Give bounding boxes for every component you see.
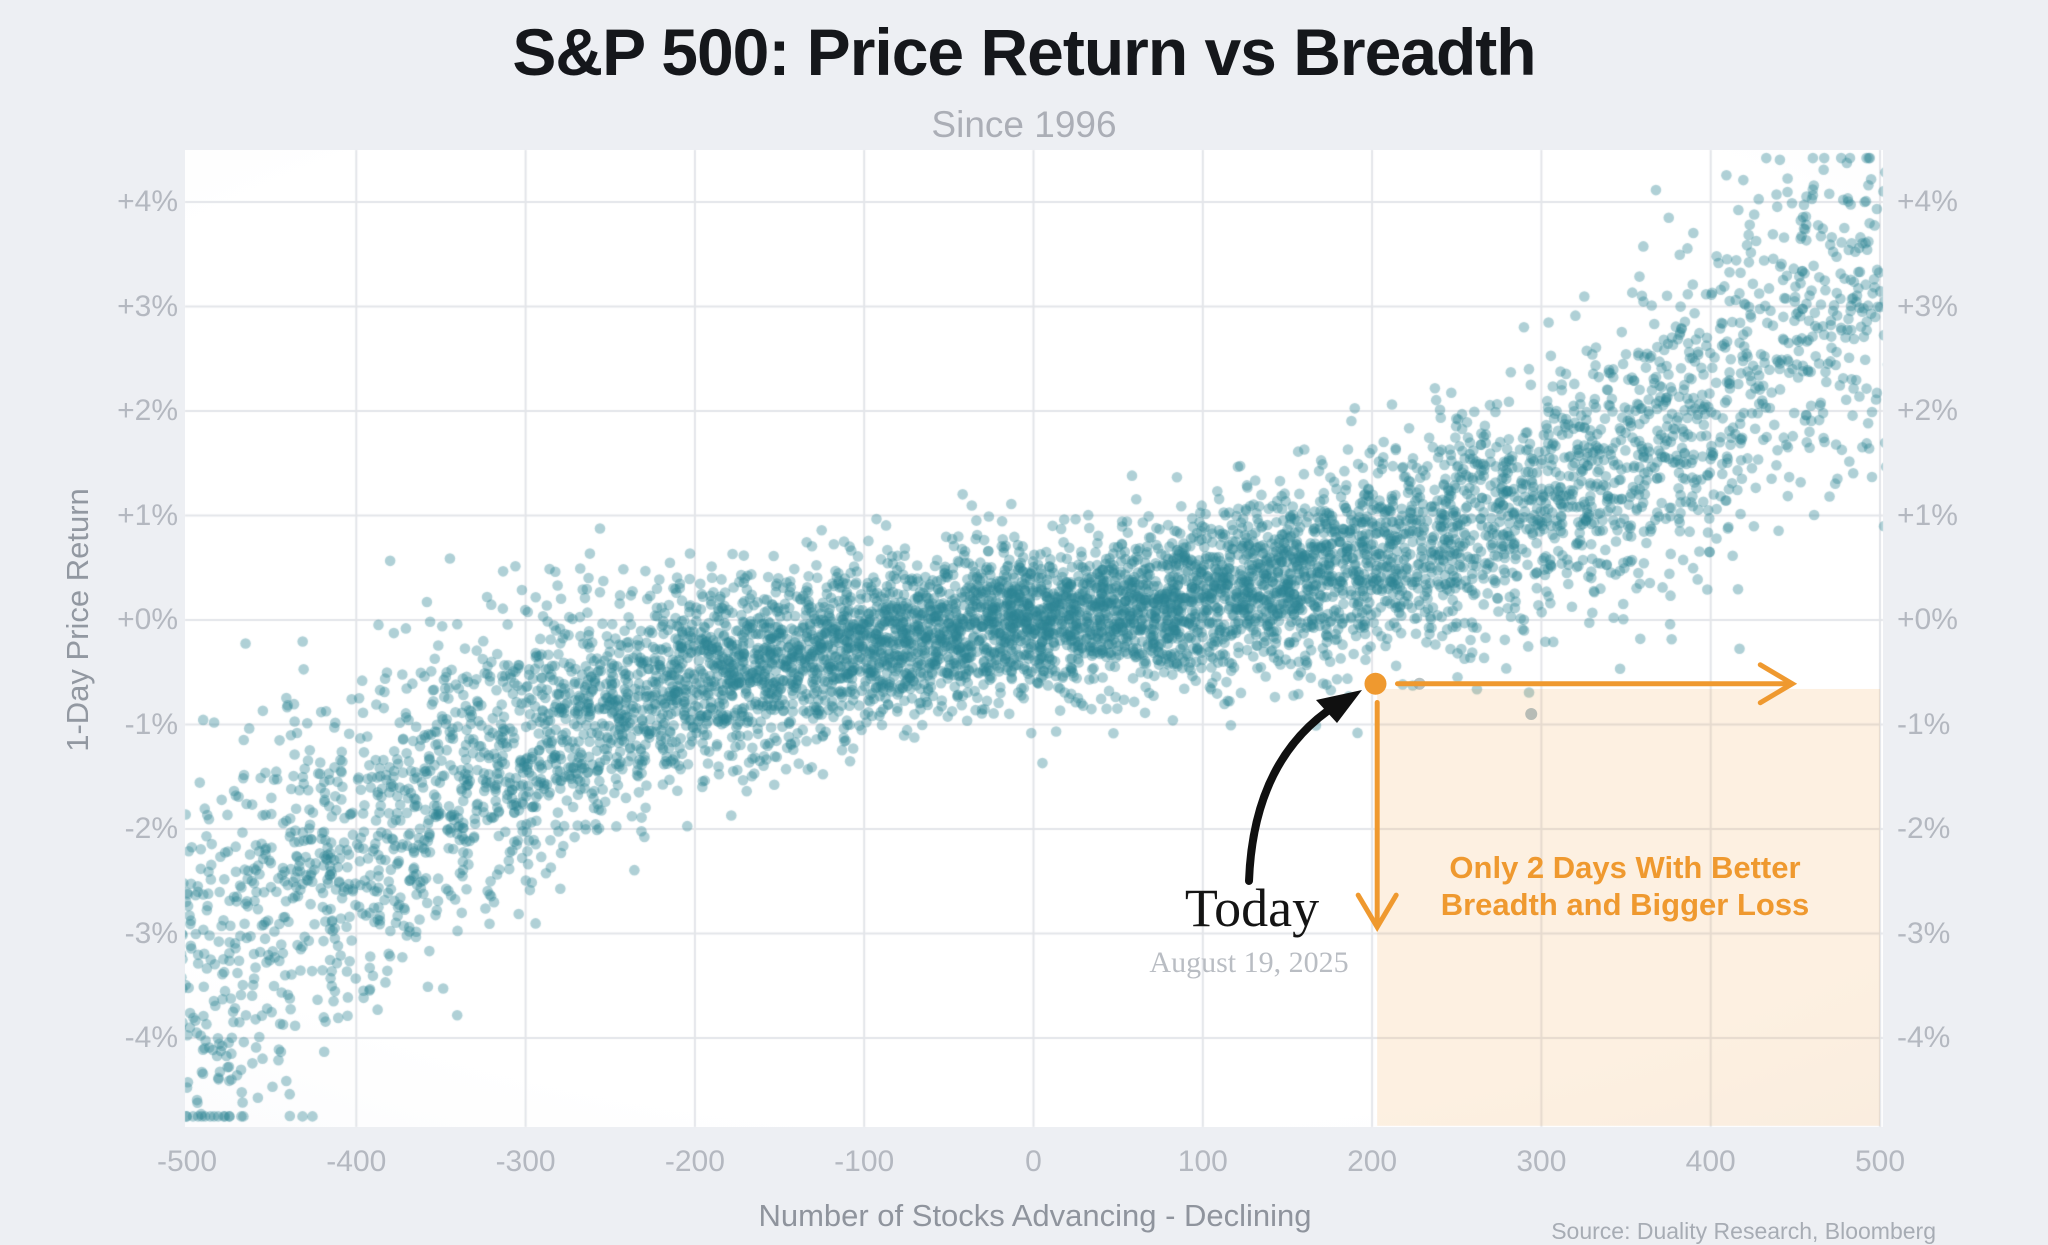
chart-subtitle: Since 1996 — [931, 104, 1117, 145]
y-tick-label-left: -4% — [124, 1021, 178, 1054]
x-tick-label: -300 — [495, 1145, 556, 1178]
y-tick-label-left: +4% — [117, 185, 178, 218]
y-tick-label-left: +1% — [117, 498, 178, 532]
y-tick-label-right: -4% — [1897, 1021, 1951, 1054]
y-axis-title: 1-Day Price Return — [60, 488, 95, 752]
today-point — [1364, 672, 1387, 695]
chart-title: S&P 500: Price Return vs Breadth — [512, 15, 1536, 89]
y-tick-label-right: +4% — [1897, 185, 1958, 218]
y-tick-label-left: -3% — [124, 916, 178, 950]
x-tick-label: 0 — [1025, 1145, 1042, 1178]
right-arrow — [1394, 662, 1798, 706]
x-tick-label: 300 — [1516, 1145, 1567, 1178]
x-tick-label: -200 — [664, 1145, 725, 1178]
y-tick-label-left: -2% — [124, 812, 178, 845]
callout-line-1: Only 2 Days With Better — [1449, 850, 1801, 885]
x-tick-label: -400 — [326, 1145, 387, 1178]
highlight-region — [1377, 688, 1880, 1126]
y-tick-label-right: +0% — [1897, 603, 1958, 636]
y-tick-label-left: +3% — [117, 289, 178, 323]
callout-line-2: Breadth and Bigger Loss — [1440, 887, 1810, 922]
x-axis-title: Number of Stocks Advancing - Declining — [758, 1198, 1312, 1233]
x-tick-label: -100 — [834, 1145, 895, 1178]
y-tick-label-right: -1% — [1897, 707, 1951, 741]
outlier-point — [1525, 708, 1538, 721]
y-tick-label-right: -3% — [1897, 916, 1951, 950]
x-tick-label: 100 — [1177, 1145, 1228, 1178]
x-tick-label: -500 — [156, 1145, 218, 1178]
down-arrow — [1355, 700, 1399, 933]
y-tick-label-right: -2% — [1897, 812, 1951, 845]
y-tick-label-left: +2% — [117, 394, 178, 427]
y-tick-label-right: +1% — [1897, 498, 1958, 532]
today-annotation-label: Today — [1184, 878, 1320, 938]
y-tick-label-left: -1% — [124, 707, 178, 741]
x-tick-label: 500 — [1854, 1145, 1906, 1178]
y-tick-label-right: +3% — [1897, 289, 1958, 323]
y-tick-label-left: +0% — [117, 603, 178, 636]
x-tick-label: 400 — [1685, 1145, 1736, 1178]
today-annotation-date: August 19, 2025 — [1149, 946, 1349, 979]
today-arrow — [1245, 690, 1362, 885]
x-tick-label: 200 — [1347, 1145, 1398, 1178]
y-tick-label-right: +2% — [1897, 394, 1958, 427]
callout-text: Only 2 Days With Better Breadth and Bigg… — [1425, 849, 1825, 923]
source-credit: Source: Duality Research, Bloomberg — [1551, 1218, 1936, 1244]
